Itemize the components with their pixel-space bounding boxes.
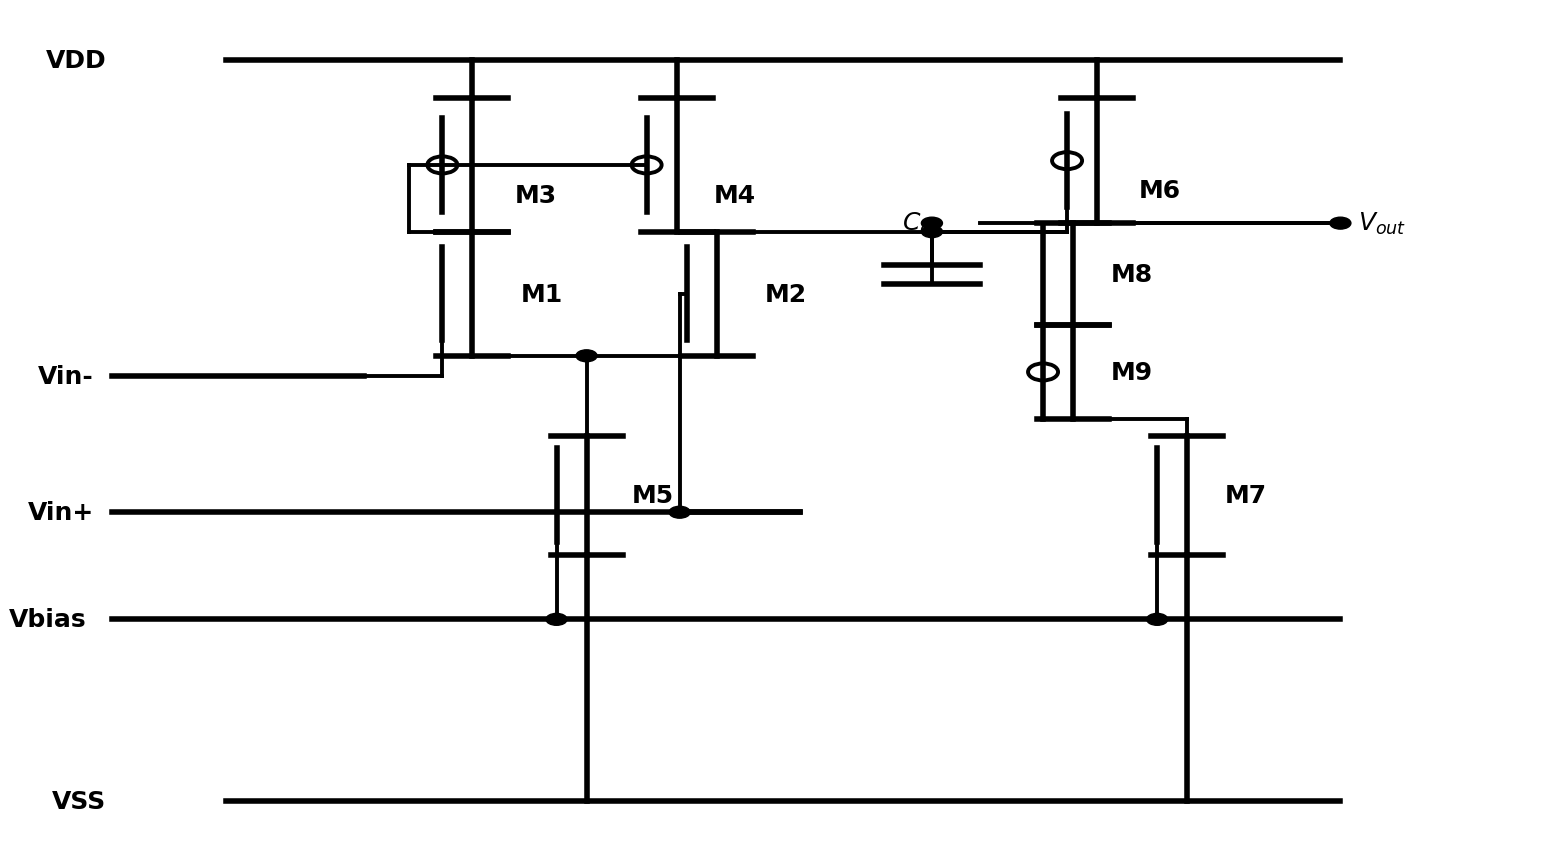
Text: M3: M3 [514, 183, 557, 207]
Text: Vin+: Vin+ [28, 501, 95, 525]
Circle shape [546, 613, 566, 625]
Circle shape [576, 350, 598, 362]
Circle shape [922, 227, 942, 239]
Text: M5: M5 [632, 484, 674, 508]
Text: M7: M7 [1225, 484, 1266, 508]
Text: M1: M1 [520, 282, 563, 307]
Text: VDD: VDD [45, 49, 106, 72]
Circle shape [669, 507, 691, 519]
Text: M9: M9 [1111, 360, 1153, 384]
Text: M4: M4 [714, 183, 756, 207]
Text: Vbias: Vbias [9, 607, 87, 631]
Text: M2: M2 [765, 282, 807, 307]
Text: M6: M6 [1139, 179, 1181, 203]
Circle shape [922, 218, 942, 230]
Text: VSS: VSS [51, 789, 106, 814]
Circle shape [1147, 613, 1167, 625]
Circle shape [1330, 218, 1350, 230]
Text: Vin-: Vin- [39, 365, 95, 389]
Text: $V_{out}$: $V_{out}$ [1358, 210, 1406, 237]
Text: M8: M8 [1111, 263, 1153, 287]
Text: $C_c$: $C_c$ [902, 210, 931, 237]
